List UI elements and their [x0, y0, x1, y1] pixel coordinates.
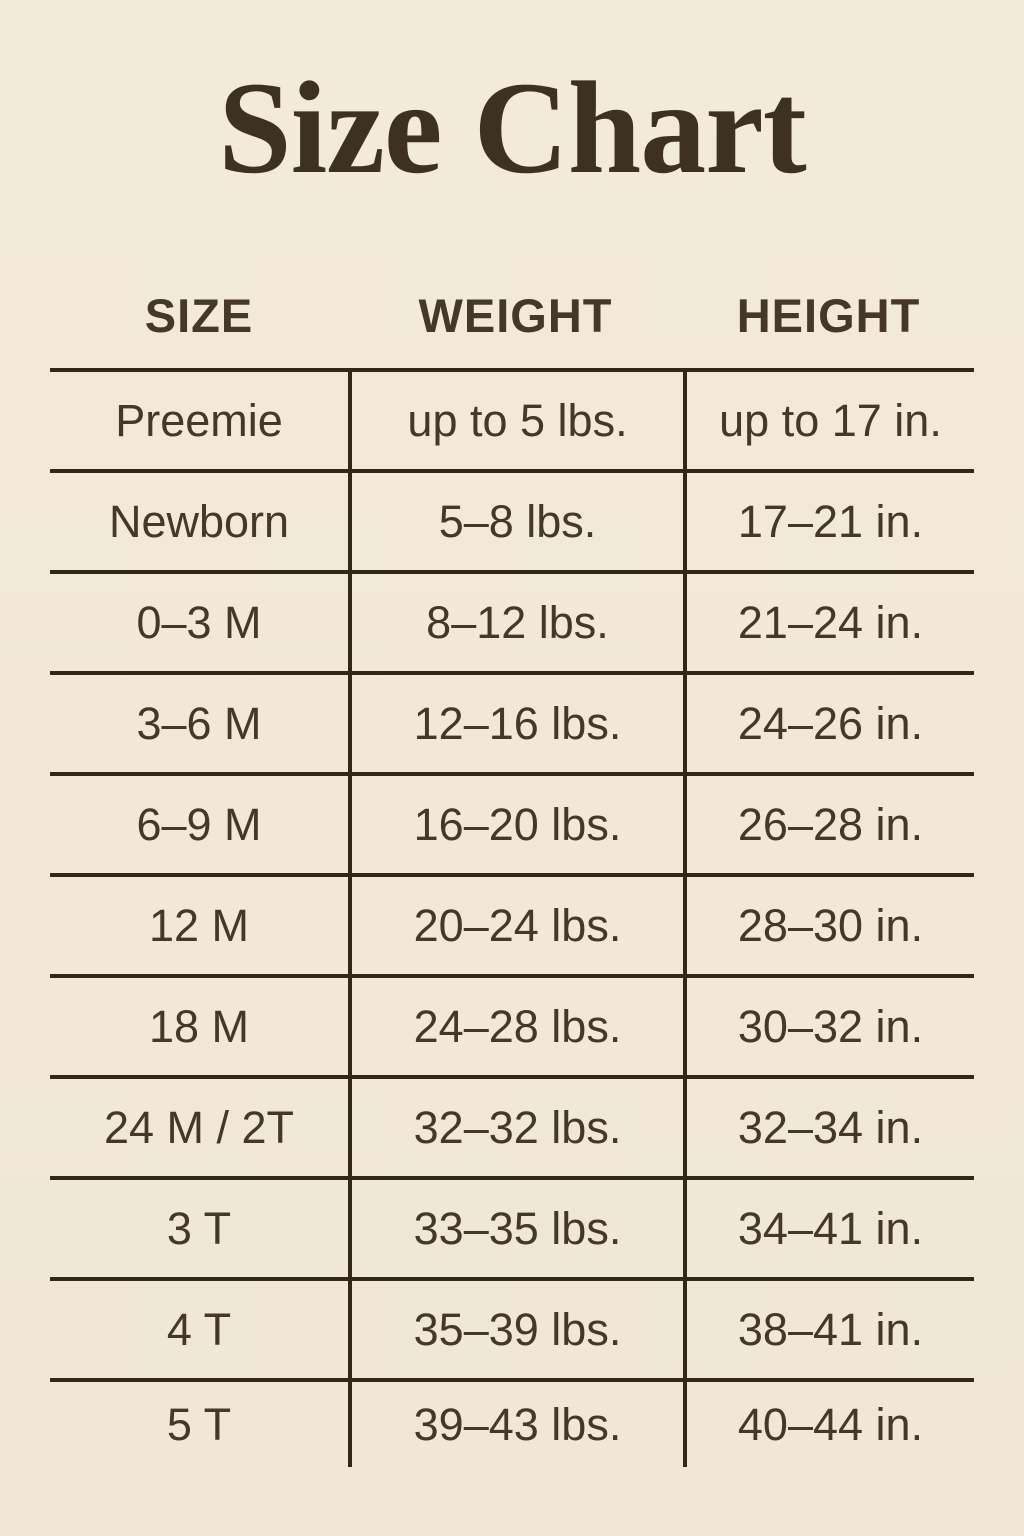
- cell-height: 17–21 in.: [683, 473, 974, 570]
- cell-size: 5 T: [166, 1398, 232, 1450]
- cell-weight: 33–35 lbs.: [348, 1180, 683, 1277]
- size-table: SIZE WEIGHT HEIGHT Preemie up to 5 lbs. …: [50, 262, 974, 1467]
- cell-weight: 32–32 lbs.: [348, 1079, 683, 1176]
- cell-size: 18 M: [148, 1000, 250, 1052]
- cell-weight: 16–20 lbs.: [348, 776, 683, 873]
- cell-weight: up to 5 lbs.: [348, 372, 683, 469]
- table-row: 3 T 33–35 lbs. 34–41 in.: [50, 1180, 974, 1281]
- cell-weight: 24–28 lbs.: [348, 978, 683, 1075]
- cell-height: up to 17 in.: [683, 372, 974, 469]
- cell-size: 3–6 M: [136, 697, 262, 749]
- cell-size: 6–9 M: [136, 798, 262, 850]
- cell-weight: 5–8 lbs.: [348, 473, 683, 570]
- table-row: 6–9 M 16–20 lbs. 26–28 in.: [50, 776, 974, 877]
- table-row: 5 T 39–43 lbs. 40–44 in.: [50, 1382, 974, 1467]
- cell-size: Preemie: [115, 394, 283, 446]
- cell-height: 32–34 in.: [683, 1079, 974, 1176]
- cell-height: 26–28 in.: [683, 776, 974, 873]
- cell-height: 34–41 in.: [683, 1180, 974, 1277]
- column-header-weight: WEIGHT: [418, 288, 613, 342]
- table-row: 24 M / 2T 32–32 lbs. 32–34 in.: [50, 1079, 974, 1180]
- cell-height: 30–32 in.: [683, 978, 974, 1075]
- cell-weight: 20–24 lbs.: [348, 877, 683, 974]
- table-row: 12 M 20–24 lbs. 28–30 in.: [50, 877, 974, 978]
- table-body: Preemie up to 5 lbs. up to 17 in. Newbor…: [50, 368, 974, 1467]
- cell-weight: 8–12 lbs.: [348, 574, 683, 671]
- cell-height: 38–41 in.: [683, 1281, 974, 1378]
- cell-weight: 12–16 lbs.: [348, 675, 683, 772]
- column-header-size: SIZE: [144, 288, 254, 342]
- table-row: Newborn 5–8 lbs. 17–21 in.: [50, 473, 974, 574]
- page-title: Size Chart: [218, 54, 807, 201]
- cell-size: 4 T: [166, 1303, 232, 1355]
- cell-height: 40–44 in.: [683, 1382, 974, 1467]
- column-header-height: HEIGHT: [736, 288, 921, 342]
- table-row: 4 T 35–39 lbs. 38–41 in.: [50, 1281, 974, 1382]
- cell-size: 3 T: [166, 1202, 232, 1254]
- cell-height: 28–30 in.: [683, 877, 974, 974]
- cell-weight: 39–43 lbs.: [348, 1382, 683, 1467]
- table-row: Preemie up to 5 lbs. up to 17 in.: [50, 372, 974, 473]
- cell-size: 24 M / 2T: [103, 1101, 295, 1153]
- cell-height: 21–24 in.: [683, 574, 974, 671]
- cell-height: 24–26 in.: [683, 675, 974, 772]
- table-header-row: SIZE WEIGHT HEIGHT: [50, 262, 974, 368]
- cell-size: Newborn: [108, 495, 290, 547]
- table-row: 0–3 M 8–12 lbs. 21–24 in.: [50, 574, 974, 675]
- table-row: 18 M 24–28 lbs. 30–32 in.: [50, 978, 974, 1079]
- cell-size: 0–3 M: [136, 596, 262, 648]
- table-row: 3–6 M 12–16 lbs. 24–26 in.: [50, 675, 974, 776]
- cell-size: 12 M: [148, 899, 250, 951]
- cell-weight: 35–39 lbs.: [348, 1281, 683, 1378]
